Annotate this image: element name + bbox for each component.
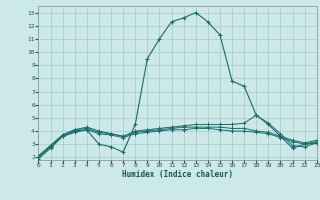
X-axis label: Humidex (Indice chaleur): Humidex (Indice chaleur) — [122, 170, 233, 179]
